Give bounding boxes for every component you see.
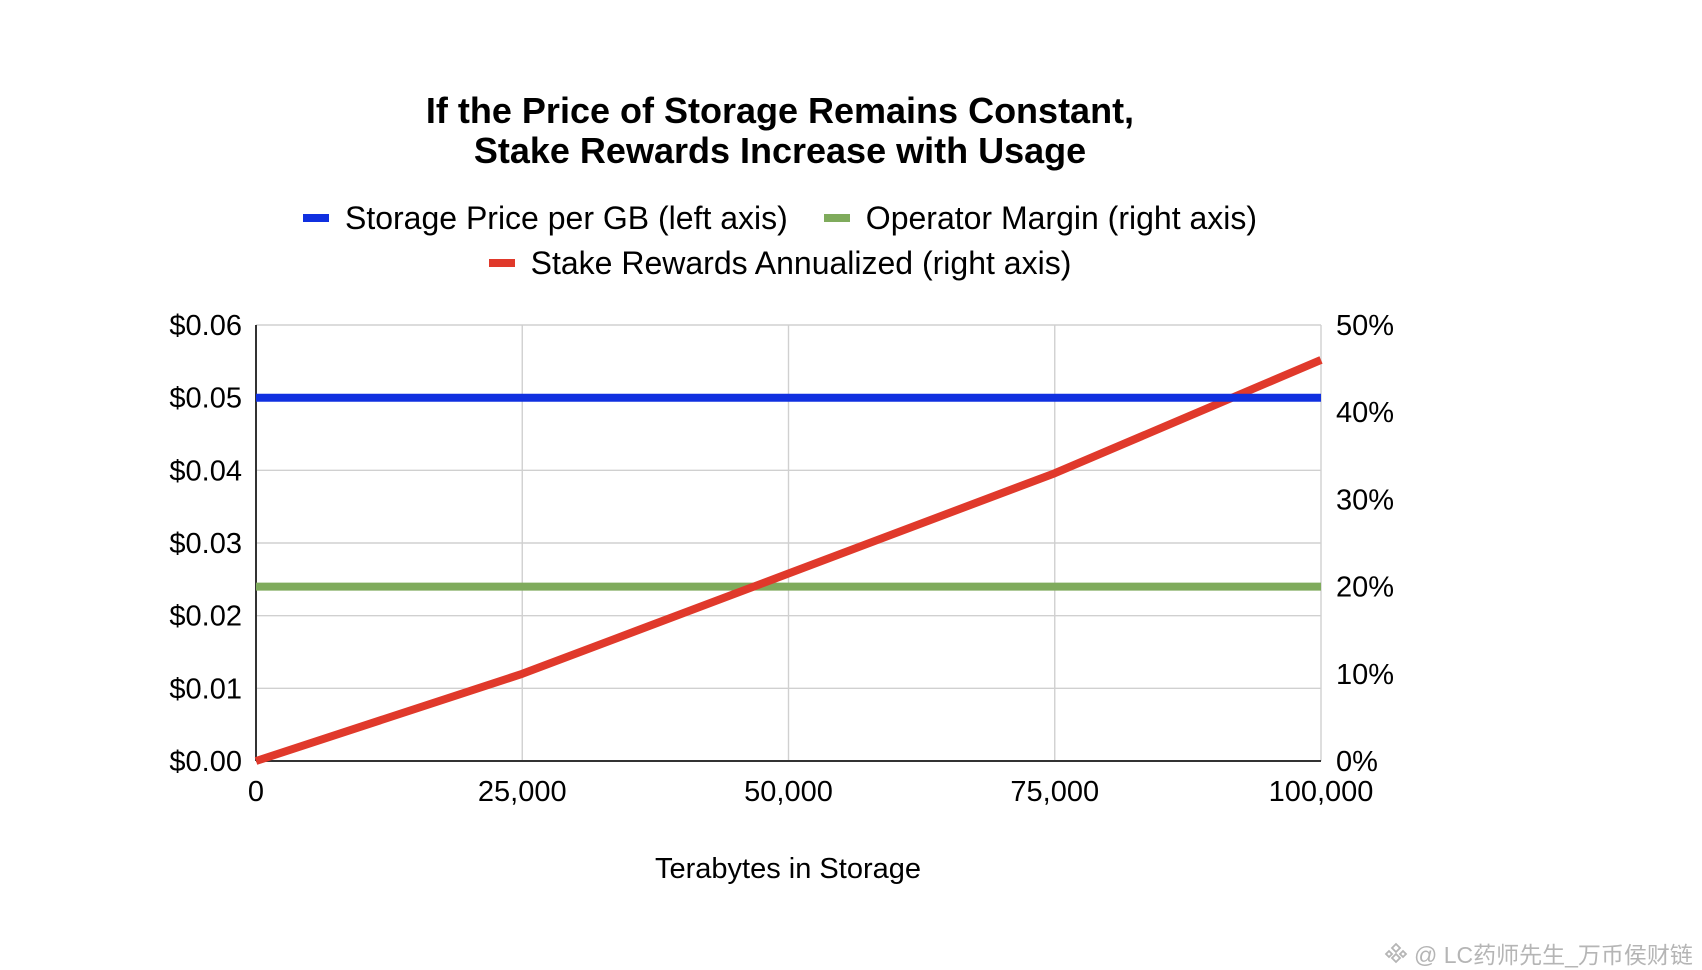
left-axis-tick-label: $0.03	[169, 528, 242, 560]
legend-swatch-operator-margin	[823, 214, 850, 222]
left-axis-tick-label: $0.01	[169, 673, 242, 705]
right-axis-tick-label: 20%	[1336, 572, 1394, 604]
legend-item-storage-price: Storage Price per GB (left axis)	[302, 199, 788, 237]
right-axis-tick-label: 0%	[1336, 746, 1378, 778]
legend-swatch-storage-price	[302, 214, 329, 222]
legend-item-stake-rewards: Stake Rewards Annualized (right axis)	[488, 244, 1072, 282]
left-axis-tick-label: $0.04	[169, 455, 242, 487]
label-layer: $0.00 $0.01 $0.02 $0.03 $0.04 $0.05 $0.06 0 25,0…	[169, 310, 1394, 808]
x-axis-tick-label: 25,000	[478, 776, 567, 808]
series-layer	[254, 356, 1323, 765]
series-line-stake-rewards-annualized	[254, 356, 1323, 765]
chart-legend: Storage Price per GB (left axis) Operato…	[0, 199, 1560, 237]
left-axis-tick-label: $0.06	[169, 310, 242, 342]
grid-layer	[255, 324, 1322, 762]
left-axis-tick-label: $0.00	[169, 746, 242, 778]
x-axis-tick-label: 50,000	[744, 776, 833, 808]
binance-square-logo-icon	[1384, 942, 1408, 964]
x-axis-label: Terabytes in Storage	[655, 853, 921, 885]
right-axis-tick-label: 40%	[1336, 397, 1394, 429]
right-axis-tick-label: 30%	[1336, 484, 1394, 516]
x-axis-tick-label: 75,000	[1010, 776, 1099, 808]
watermark-text: @ LC药师先生_万币侯财链	[1414, 942, 1693, 968]
right-axis-tick-label: 50%	[1336, 310, 1394, 342]
chart-title-line-2: Stake Rewards Increase with Usage	[473, 130, 1087, 171]
legend-swatch-stake-rewards	[488, 259, 515, 267]
right-axis-tick-label: 10%	[1336, 659, 1394, 691]
legend-label-stake-rewards: Stake Rewards Annualized (right axis)	[530, 245, 1072, 281]
watermark: @ LC药师先生_万币侯财链	[1384, 936, 1693, 970]
legend-item-operator-margin: Operator Margin (right axis)	[823, 199, 1258, 237]
chart-legend-row-2: Stake Rewards Annualized (right axis)	[0, 244, 1560, 282]
left-axis-tick-label: $0.05	[169, 383, 242, 415]
chart-title-line-1: If the Price of Storage Remains Constant…	[425, 90, 1135, 131]
x-axis-tick-label: 0	[248, 776, 264, 808]
x-axis-tick-label: 100,000	[1269, 776, 1374, 808]
legend-label-operator-margin: Operator Margin (right axis)	[865, 200, 1258, 236]
legend-label-storage-price: Storage Price per GB (left axis)	[344, 200, 788, 236]
left-axis-tick-label: $0.02	[169, 601, 242, 633]
